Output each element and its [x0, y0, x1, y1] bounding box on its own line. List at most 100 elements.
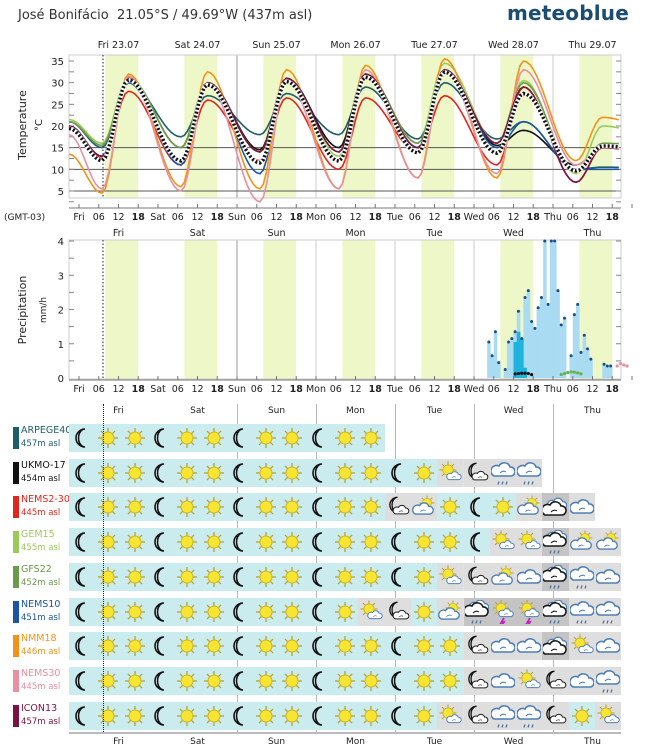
- moon-icon: [154, 636, 165, 656]
- weather-cell: [516, 528, 543, 557]
- sun-icon: [98, 497, 119, 518]
- precip-point: [563, 316, 567, 320]
- sun-icon: [413, 601, 434, 622]
- weather-cell: [122, 563, 148, 591]
- precip-point-low: [576, 371, 580, 375]
- sun-icon: [256, 601, 277, 622]
- precip-tick-label: 2: [58, 306, 64, 317]
- weather-cell: [201, 528, 227, 556]
- sun-icon: [413, 705, 434, 726]
- moon-icon: [311, 601, 322, 622]
- weather-cell: [279, 459, 305, 487]
- moon-icon: [469, 497, 480, 518]
- cloud-rain-icon: [517, 461, 542, 485]
- icon-day-label-bottom: Sun: [267, 737, 286, 747]
- sun-icon: [413, 566, 434, 587]
- weather-cell: [201, 702, 227, 730]
- sun-icon: [177, 601, 198, 622]
- weather-cell: [174, 459, 200, 487]
- x-tick-label: 18: [369, 384, 383, 395]
- weather-cell: [332, 528, 358, 556]
- x-tick-label: 12: [349, 212, 361, 223]
- precip-bar-secondary: [520, 338, 524, 378]
- sun-icon: [203, 497, 224, 518]
- sun-thunderstorm-icon: [492, 599, 514, 624]
- cloud-icon: [569, 672, 594, 688]
- weather-cell: [69, 598, 95, 626]
- weather-cell: [410, 493, 438, 522]
- cloud-icon: [446, 575, 462, 584]
- cloud-icon: [464, 601, 489, 617]
- moon-icon: [154, 462, 165, 483]
- sun-icon: [413, 532, 434, 553]
- precip-tick-label: 0: [58, 374, 64, 385]
- sun-icon: [361, 532, 382, 553]
- sun-icon: [124, 601, 145, 622]
- weather-cell: [411, 598, 437, 626]
- temp-mean-line: [68, 70, 620, 173]
- sun-icon: [177, 428, 198, 448]
- cloud-icon: [569, 499, 594, 515]
- model-forecast-band: [69, 424, 385, 452]
- cloud-icon: [438, 606, 461, 620]
- daylight-band-precip: [105, 240, 139, 379]
- sun-icon: [361, 636, 382, 657]
- weather-cell: [463, 701, 490, 730]
- weather-cell: [253, 459, 279, 487]
- sun-small-cloud-icon: [492, 530, 515, 550]
- cloud-icon: [490, 638, 515, 653]
- weather-cell: [122, 459, 148, 487]
- x-tick-label: 06: [172, 212, 184, 223]
- precip-tick-label: 1: [58, 340, 64, 351]
- sun-icon: [440, 636, 461, 657]
- sun-icon: [571, 705, 592, 726]
- sun-icon: [256, 497, 277, 518]
- precip-point-low: [618, 362, 623, 366]
- sun-icon: [98, 497, 119, 518]
- weather-cell: [95, 459, 121, 487]
- meteoblue-logo[interactable]: meteoblue: [506, 1, 629, 25]
- precip-point-low: [569, 370, 573, 374]
- weather-cell: [568, 597, 595, 626]
- x-tick-label: 18: [132, 212, 146, 223]
- model-row-ukmo-17: UKMO-17 454m asl: [0, 458, 645, 487]
- weather-cell: [227, 493, 253, 521]
- cloud-icon: [524, 607, 540, 617]
- weather-cell: [411, 667, 437, 695]
- moon-icon: [233, 601, 243, 622]
- overcast-rain-icon: [464, 599, 489, 624]
- precip-bar: [576, 304, 580, 378]
- moon-icon: [75, 705, 86, 726]
- moon-icon: [75, 532, 86, 552]
- precip-point: [516, 309, 520, 313]
- x-tick-label: Fri: [73, 212, 84, 223]
- precip-bar: [539, 297, 544, 378]
- moon-icon: [154, 532, 165, 552]
- precip-point: [582, 333, 586, 337]
- sun-icon: [98, 601, 119, 622]
- temp-axis-title: Temperature: [16, 90, 29, 161]
- sun-icon: [177, 462, 198, 483]
- x-tick-label: 18: [290, 384, 304, 395]
- cloud-icon: [543, 566, 568, 582]
- model-elevation: 455m asl: [21, 543, 61, 554]
- x-tick-label: 12: [112, 384, 124, 395]
- model-row-icon13: ICON13 457m asl: [0, 701, 645, 730]
- weather-cell: [358, 702, 384, 730]
- weather-cell: [463, 458, 490, 487]
- sun-icon: [203, 462, 224, 483]
- precip-point: [609, 364, 613, 368]
- sun-icon: [335, 566, 355, 587]
- x-tick-label: Sat: [150, 212, 166, 223]
- model-color-swatch: [13, 565, 19, 588]
- sun-icon: [177, 532, 198, 553]
- weather-cell: [595, 597, 622, 626]
- moon-icon: [233, 705, 243, 726]
- weather-cell: [201, 424, 227, 452]
- x-tick-label: 12: [586, 212, 598, 223]
- x-tick-label: 12: [270, 384, 282, 395]
- weather-cell: [595, 701, 622, 730]
- x-tick-label: 06: [488, 212, 500, 223]
- x-tick-label: Sun: [228, 384, 246, 395]
- sun-icon: [256, 532, 277, 553]
